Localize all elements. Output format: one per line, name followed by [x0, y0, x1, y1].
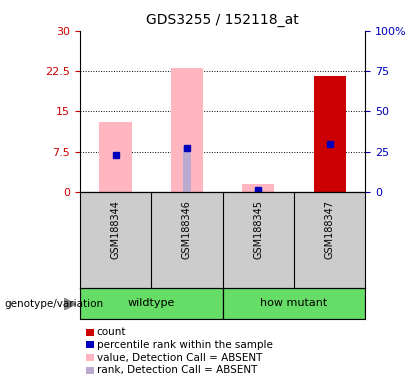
Bar — [242, 184, 274, 192]
Text: genotype/variation: genotype/variation — [4, 299, 103, 309]
Text: rank, Detection Call = ABSENT: rank, Detection Call = ABSENT — [97, 365, 257, 375]
Text: GSM188344: GSM188344 — [110, 200, 121, 258]
Text: wildtype: wildtype — [128, 298, 175, 308]
Bar — [171, 68, 203, 192]
Bar — [80, 288, 223, 319]
Bar — [183, 146, 191, 192]
Text: value, Detection Call = ABSENT: value, Detection Call = ABSENT — [97, 353, 262, 362]
Bar — [314, 76, 346, 192]
Text: count: count — [97, 327, 126, 337]
Bar — [100, 122, 131, 192]
Title: GDS3255 / 152118_at: GDS3255 / 152118_at — [146, 13, 299, 27]
Text: GSM188345: GSM188345 — [253, 200, 263, 259]
Bar — [223, 288, 365, 319]
Text: GSM188346: GSM188346 — [182, 200, 192, 258]
Polygon shape — [64, 298, 76, 310]
Text: percentile rank within the sample: percentile rank within the sample — [97, 340, 273, 350]
Text: how mutant: how mutant — [260, 298, 328, 308]
Text: GSM188347: GSM188347 — [325, 200, 335, 259]
Bar — [254, 189, 262, 192]
